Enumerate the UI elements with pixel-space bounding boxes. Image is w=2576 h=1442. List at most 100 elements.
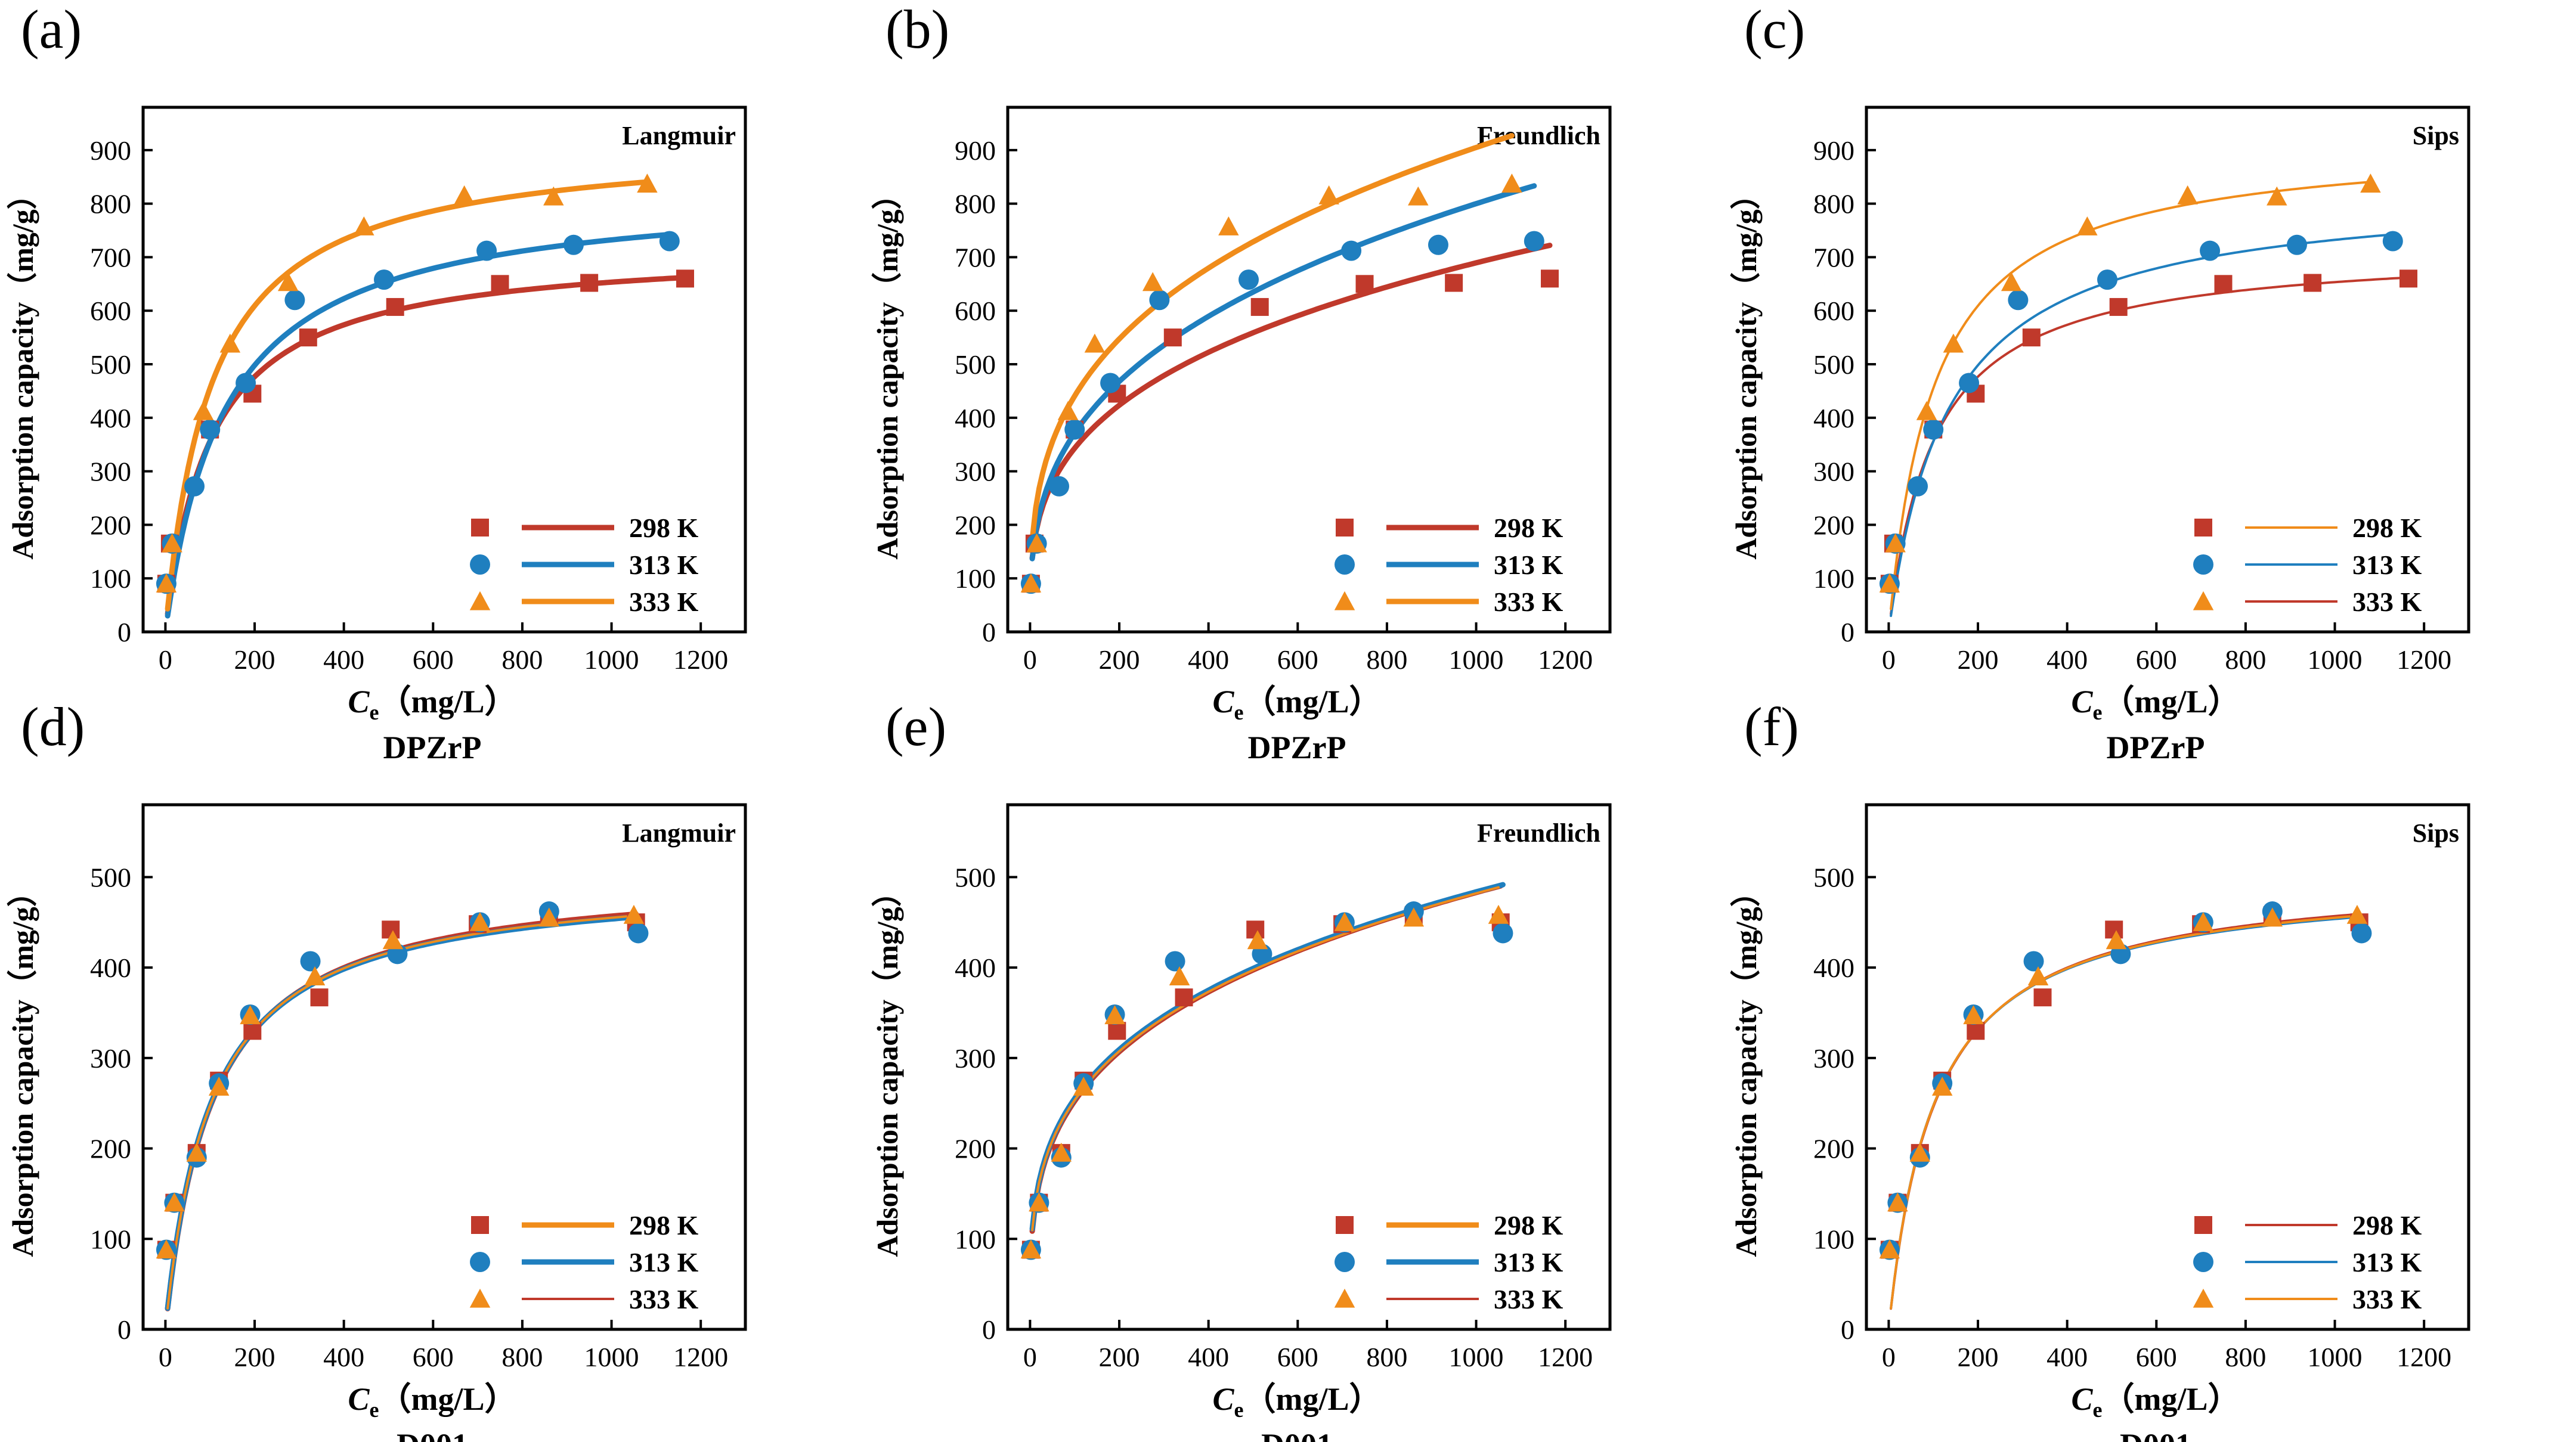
x-axis-label-unit: （mg/L） (379, 684, 517, 720)
data-point-333k (354, 216, 374, 235)
data-point-333k (304, 966, 326, 985)
legend-marker-298k (1336, 1216, 1354, 1234)
x-tick-label: 0 (159, 644, 172, 675)
x-tick-label: 0 (1023, 1342, 1037, 1372)
data-point-313k (300, 951, 321, 972)
x-tick-label: 600 (2136, 1342, 2177, 1372)
panel-subtitle: D001 (397, 1427, 468, 1442)
x-axis-label: Ce（mg/L） (2071, 684, 2240, 724)
data-point-333k (543, 186, 564, 206)
y-tick-label: 300 (90, 457, 131, 487)
x-axis-label-symbol: C (2071, 684, 2093, 720)
x-axis-label-subscript: e (370, 1398, 379, 1422)
data-point-313k (2023, 951, 2044, 972)
data-point-333k (219, 333, 241, 353)
fit-curve-333k (165, 179, 650, 612)
y-tick-label: 0 (117, 617, 131, 647)
legend-label: 298 K (2352, 1210, 2422, 1241)
fit-curve-333k (1031, 886, 1500, 1232)
data-point-313k (1100, 373, 1121, 393)
fit-curve-333k (166, 914, 635, 1310)
x-tick-label: 1000 (2308, 1342, 2363, 1372)
x-axis-label-symbol: C (348, 1381, 370, 1417)
x-tick-label: 400 (323, 644, 364, 675)
data-point-333k (2106, 930, 2127, 950)
x-tick-label: 0 (1882, 644, 1896, 675)
legend-label: 333 K (1494, 1284, 1563, 1314)
x-tick-label: 800 (501, 1342, 543, 1372)
legend-label: 298 K (1494, 1210, 1563, 1241)
x-tick-label: 400 (1188, 1342, 1229, 1372)
y-tick-label: 500 (1813, 862, 1854, 892)
x-tick-label: 200 (1099, 644, 1140, 675)
y-tick-label: 500 (90, 349, 131, 380)
data-point-298k (1541, 269, 1559, 288)
x-tick-label: 800 (1366, 644, 1407, 675)
panel-subtitle: DPZrP (1248, 730, 1346, 765)
legend-marker-298k (471, 1216, 489, 1234)
y-tick-label: 900 (1813, 135, 1854, 166)
data-point-333k (156, 573, 177, 593)
y-tick-label: 0 (117, 1314, 131, 1345)
x-tick-label: 0 (159, 1342, 172, 1372)
data-point-333k (1104, 1005, 1125, 1025)
data-point-333k (454, 185, 475, 204)
y-tick-label: 0 (982, 1314, 996, 1345)
x-axis-label-symbol: C (1212, 1381, 1234, 1417)
legend-marker-313k (2193, 554, 2213, 575)
data-point-333k (1931, 1077, 1953, 1096)
legend-label: 313 K (629, 1247, 699, 1277)
data-point-333k (1885, 533, 1906, 553)
data-point-298k (2399, 269, 2417, 288)
fit-curve-313k (1029, 183, 1537, 562)
fit-curve-313k (165, 231, 673, 619)
data-point-298k (2214, 275, 2233, 293)
x-axis-label-symbol: C (348, 684, 370, 720)
data-point-333k (2027, 966, 2049, 985)
data-point-298k (491, 275, 509, 293)
axes-frame (1006, 106, 1612, 634)
legend-label: 313 K (1494, 1247, 1563, 1277)
data-point-333k (1879, 1239, 1900, 1259)
panel-a: (a) 0 200 400 600 800 1000 1200 0 100 200 300 400 500… (6, 0, 747, 765)
legend-marker-298k (2194, 519, 2212, 537)
data-point-313k (563, 234, 584, 255)
data-point-333k (1057, 401, 1079, 420)
data-point-333k (1334, 911, 1355, 931)
data-point-313k (1908, 476, 1928, 497)
data-point-333k (1026, 533, 1047, 553)
y-tick-label: 0 (1841, 1314, 1854, 1345)
x-tick-label: 800 (501, 644, 543, 675)
legend-label: 313 K (2352, 1247, 2422, 1277)
data-point-333k (186, 1142, 208, 1162)
data-point-313k (1149, 290, 1170, 311)
panel-label: (b) (886, 0, 949, 60)
legend-marker-333k (469, 1288, 491, 1308)
y-tick-label: 600 (90, 296, 131, 326)
data-point-333k (1501, 173, 1522, 193)
legend-marker-313k (2193, 1252, 2213, 1272)
x-axis-label-unit: （mg/L） (379, 1381, 517, 1417)
data-point-313k (1524, 231, 1544, 252)
panel-label: (f) (1744, 696, 1799, 757)
y-tick-label: 100 (955, 563, 996, 594)
data-point-298k (2303, 274, 2322, 292)
data-point-313k (1239, 269, 1259, 290)
data-point-333k (1084, 333, 1106, 353)
panel-subtitle: DPZrP (383, 730, 482, 765)
x-tick-label: 1000 (584, 644, 639, 675)
y-tick-label: 800 (955, 189, 996, 219)
data-point-333k (2193, 911, 2214, 931)
y-tick-label: 200 (1813, 1134, 1854, 1164)
legend-label: 333 K (1494, 587, 1563, 617)
y-tick-label: 900 (955, 135, 996, 166)
y-axis-label: Adsorption capacity（mg/g） (1729, 877, 1763, 1257)
legend-marker-333k (2193, 591, 2214, 610)
fit-curve-298k (1890, 913, 2361, 1310)
y-tick-label: 100 (90, 1224, 131, 1254)
x-axis-label: Ce（mg/L） (1212, 684, 1381, 724)
axes-frame (1865, 106, 2470, 634)
data-point-313k (2286, 234, 2307, 255)
y-tick-label: 0 (982, 617, 996, 647)
data-point-333k (240, 1005, 261, 1025)
